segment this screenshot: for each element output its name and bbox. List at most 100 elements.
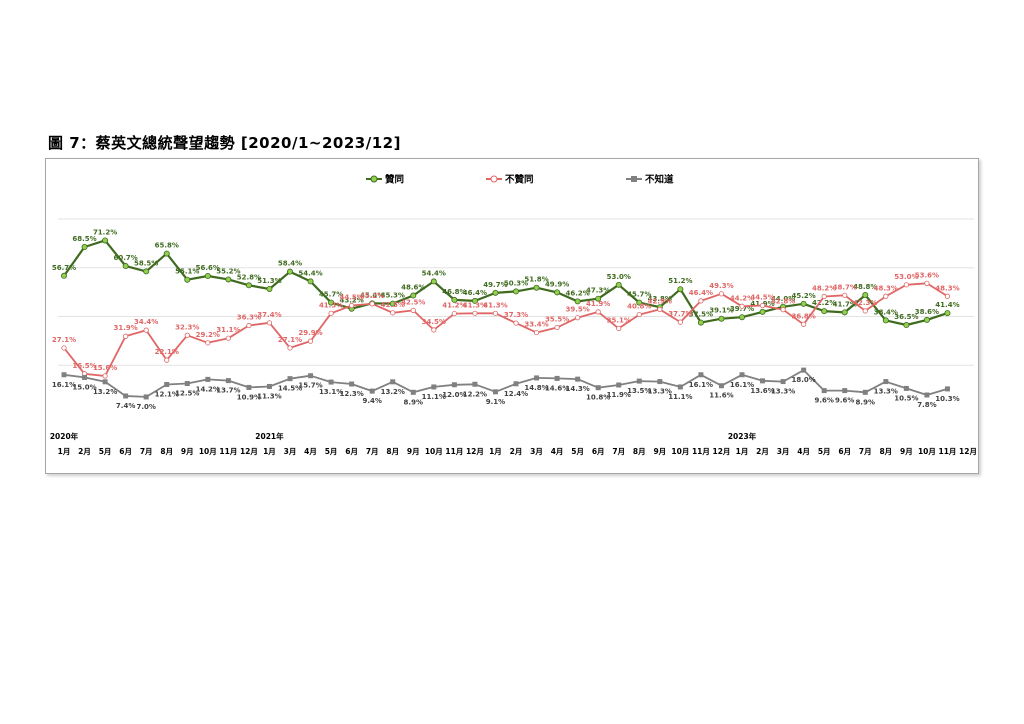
data-label: 46.8% xyxy=(442,288,466,296)
data-label: 31.1% xyxy=(216,326,240,334)
data-label: 7.8% xyxy=(917,401,936,409)
data-label: 12.5% xyxy=(175,390,199,398)
data-label: 41.2% xyxy=(442,302,466,310)
data-point xyxy=(205,376,211,382)
data-point xyxy=(842,388,848,394)
year-label: 2023年 xyxy=(728,431,757,441)
data-label: 58.5% xyxy=(134,259,158,267)
tick-label: 10月 xyxy=(918,447,936,456)
data-label: 56.6% xyxy=(196,264,220,272)
data-point xyxy=(595,385,601,391)
data-point xyxy=(349,302,355,309)
data-point xyxy=(472,310,478,316)
data-label: 9.1% xyxy=(486,398,505,406)
data-point xyxy=(944,293,951,299)
data-label: 48.6% xyxy=(401,284,425,292)
data-label: 7.4% xyxy=(116,402,135,410)
data-label: 16.1% xyxy=(730,381,754,389)
data-point xyxy=(431,327,437,333)
data-point xyxy=(81,244,88,251)
data-point xyxy=(410,389,416,395)
legend-label: 不知道 xyxy=(645,174,674,186)
data-label: 36.8% xyxy=(791,312,815,320)
data-label: 13.6% xyxy=(750,387,774,395)
legend-swatch-marker xyxy=(370,175,378,183)
data-point xyxy=(657,379,663,385)
data-point xyxy=(164,382,170,388)
data-point xyxy=(60,272,67,279)
legend: 贊同 不贊同 不知道 xyxy=(366,174,674,186)
tick-label: 11月 xyxy=(219,447,237,456)
data-label: 16.1% xyxy=(689,381,713,389)
data-label: 44.5% xyxy=(750,294,774,302)
tick-label: 11月 xyxy=(692,447,710,456)
data-label: 9.6% xyxy=(835,397,854,405)
data-label: 27.1% xyxy=(278,336,302,344)
data-point xyxy=(389,300,396,307)
data-label: 53.0% xyxy=(607,273,631,281)
data-label: 48.3% xyxy=(874,284,898,292)
data-label: 44.0% xyxy=(771,295,795,303)
data-point xyxy=(636,299,643,306)
data-label: 41.3% xyxy=(319,301,343,309)
tick-label: 4月 xyxy=(304,447,317,456)
data-point xyxy=(739,372,745,378)
tick-label: 2月 xyxy=(78,447,91,456)
data-point xyxy=(410,307,416,314)
data-label: 41.7% xyxy=(833,300,857,308)
data-label: 41.3% xyxy=(483,301,507,309)
tick-label: 5月 xyxy=(325,447,338,456)
data-point xyxy=(225,378,231,384)
tick-label: 10月 xyxy=(671,447,689,456)
data-point xyxy=(616,325,622,332)
data-label: 16.1% xyxy=(52,381,76,389)
data-point xyxy=(821,308,828,315)
data-point xyxy=(677,319,683,325)
tick-label: 7月 xyxy=(612,447,625,456)
data-point xyxy=(534,375,540,381)
tick-label: 1月 xyxy=(58,447,71,456)
data-label: 14.3% xyxy=(565,385,589,393)
data-point xyxy=(883,379,889,385)
tick-label: 8月 xyxy=(160,447,173,456)
gridlines xyxy=(58,218,974,366)
data-label: 15.7% xyxy=(298,382,322,390)
data-label: 41.5% xyxy=(381,301,405,309)
tick-label: 4月 xyxy=(797,447,810,456)
data-label: 43.2% xyxy=(339,297,363,305)
data-label: 35.5% xyxy=(545,315,569,323)
tick-label: 8月 xyxy=(633,447,646,456)
tick-label: 3月 xyxy=(777,447,790,456)
data-label: 13.1% xyxy=(319,388,343,396)
data-point xyxy=(122,263,129,270)
data-label: 46.4% xyxy=(689,289,713,297)
data-label: 45.7% xyxy=(319,291,343,299)
data-label: 37.3% xyxy=(504,311,528,319)
data-label: 43.8% xyxy=(648,295,672,303)
data-label: 34.5% xyxy=(422,318,446,326)
data-label: 12.3% xyxy=(339,390,363,398)
legend-label: 不贊同 xyxy=(505,174,534,186)
data-label: 38.6% xyxy=(915,308,939,316)
data-point xyxy=(184,276,191,283)
data-label: 12.4% xyxy=(504,390,528,398)
tick-label: 8月 xyxy=(386,447,399,456)
data-label: 41.3% xyxy=(463,301,487,309)
tick-label: 5月 xyxy=(99,447,112,456)
data-point xyxy=(307,338,314,344)
data-point xyxy=(718,383,724,389)
tick-label: 7月 xyxy=(859,447,872,456)
data-point xyxy=(184,381,190,387)
data-point xyxy=(903,322,910,329)
data-point xyxy=(430,278,437,285)
data-label: 36.5% xyxy=(894,313,918,321)
tick-label: 6月 xyxy=(119,447,132,456)
data-label: 14.2% xyxy=(196,385,220,393)
data-label: 41.4% xyxy=(935,301,959,309)
data-point xyxy=(143,394,149,400)
data-point xyxy=(82,374,88,380)
tick-label: 9月 xyxy=(181,447,194,456)
data-point xyxy=(554,324,560,331)
data-point xyxy=(102,379,108,385)
data-point xyxy=(821,293,827,300)
